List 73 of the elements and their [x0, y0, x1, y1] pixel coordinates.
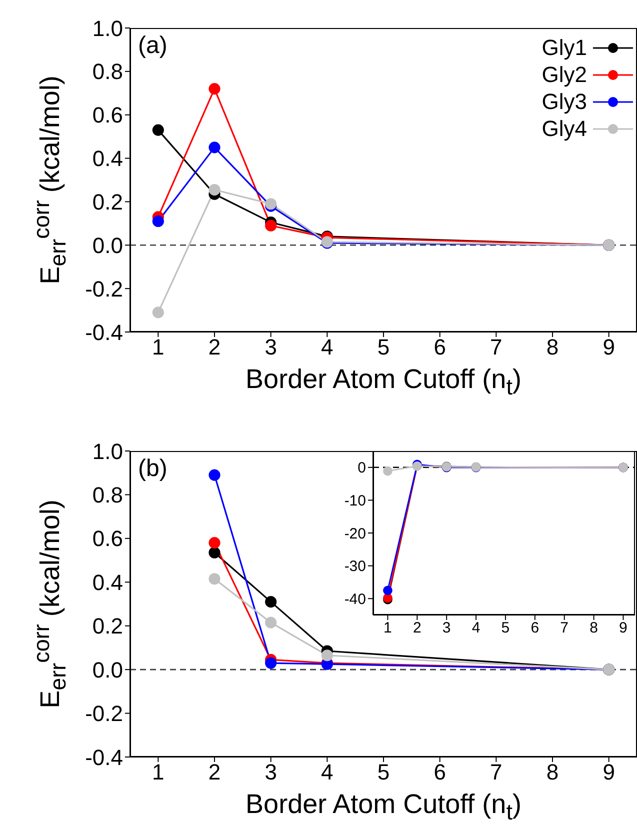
- y-tick-label: 0.0: [92, 232, 123, 258]
- point: [152, 124, 164, 136]
- x-tick-label: 9: [602, 334, 615, 360]
- y-tick-label: 0.8: [92, 59, 123, 84]
- point: [265, 657, 277, 669]
- x-axis-title: Border Atom Cutoff (n$_{t}$): [244, 364, 522, 400]
- point: [321, 650, 333, 662]
- x-tick-label: 6: [434, 334, 446, 360]
- y-tick-label: -0.4: [85, 744, 123, 770]
- y-tick-label: -40: [344, 590, 366, 608]
- x-axis-title: Border Atom Cutoff (n$_{t}$): [244, 789, 522, 826]
- y-tick-label: -0.4: [85, 320, 123, 345]
- x-tick-label: 8: [546, 334, 559, 360]
- point: [208, 184, 220, 196]
- point: [265, 616, 277, 628]
- y-tick-label: 0.6: [92, 526, 123, 552]
- x-tick-label: 1: [152, 760, 164, 785]
- point: [208, 83, 220, 95]
- point: [208, 546, 220, 558]
- x-tick-label: 6: [434, 760, 446, 785]
- y-tick-label: 0.2: [92, 190, 123, 215]
- y-tick-label: 1.0: [92, 16, 123, 41]
- y-tick-label: -0.2: [85, 701, 123, 726]
- legend-label: Gly2: [542, 62, 587, 88]
- x-tick-label: 2: [208, 760, 221, 785]
- y-tick-label: -20: [344, 525, 366, 542]
- point: [208, 537, 220, 549]
- x-tick-label: 7: [490, 760, 502, 785]
- x-tick-label: 4: [321, 334, 334, 360]
- x-tick-label: 5: [377, 760, 390, 785]
- y-tick-label: 0.2: [92, 614, 123, 639]
- point: [383, 586, 392, 596]
- y-tick-label: 1.0: [92, 438, 123, 464]
- point: [208, 469, 220, 481]
- annotation: (b): [138, 455, 168, 483]
- y-tick-label: -10: [344, 492, 366, 510]
- y-tick-label: 0.6: [92, 102, 123, 128]
- x-tick-label: 8: [590, 620, 598, 637]
- y-tick-label: 0: [358, 460, 366, 477]
- x-tick-label: 2: [208, 334, 221, 360]
- x-tick-label: 4: [472, 620, 480, 637]
- x-tick-label: 3: [264, 334, 277, 360]
- legend-label: Gly1: [542, 34, 587, 60]
- point: [152, 306, 164, 318]
- x-tick-label: 8: [546, 760, 559, 785]
- x-tick-label: 7: [490, 334, 502, 360]
- x-tick-label: 1: [152, 334, 164, 360]
- annotation: (a): [138, 32, 168, 60]
- y-tick-label: 0.4: [92, 570, 123, 595]
- point: [265, 220, 277, 232]
- point: [152, 215, 164, 228]
- y-tick-label: 0.0: [92, 657, 123, 682]
- x-tick-label: 3: [442, 620, 451, 637]
- legend-label: Gly3: [542, 88, 587, 114]
- x-tick-label: 7: [560, 620, 569, 637]
- x-tick-label: 1: [384, 620, 392, 637]
- x-tick-label: 4: [321, 760, 334, 785]
- y-tick-label: -0.2: [85, 276, 123, 302]
- y-tick-label: 0.8: [92, 482, 123, 508]
- y-tick-label: 0.4: [92, 146, 123, 172]
- x-tick-label: 9: [602, 760, 615, 785]
- legend-label: Gly4: [542, 116, 587, 142]
- point: [383, 466, 392, 476]
- x-tick-label: 5: [377, 334, 390, 360]
- x-tick-label: 9: [619, 620, 628, 637]
- x-tick-label: 2: [412, 620, 422, 637]
- y-tick-label: -30: [344, 558, 366, 576]
- point: [265, 596, 277, 608]
- x-tick-label: 3: [264, 760, 277, 785]
- point: [208, 573, 220, 585]
- point: [208, 142, 220, 154]
- x-tick-label: 5: [501, 620, 510, 637]
- x-tick-label: 6: [530, 620, 540, 637]
